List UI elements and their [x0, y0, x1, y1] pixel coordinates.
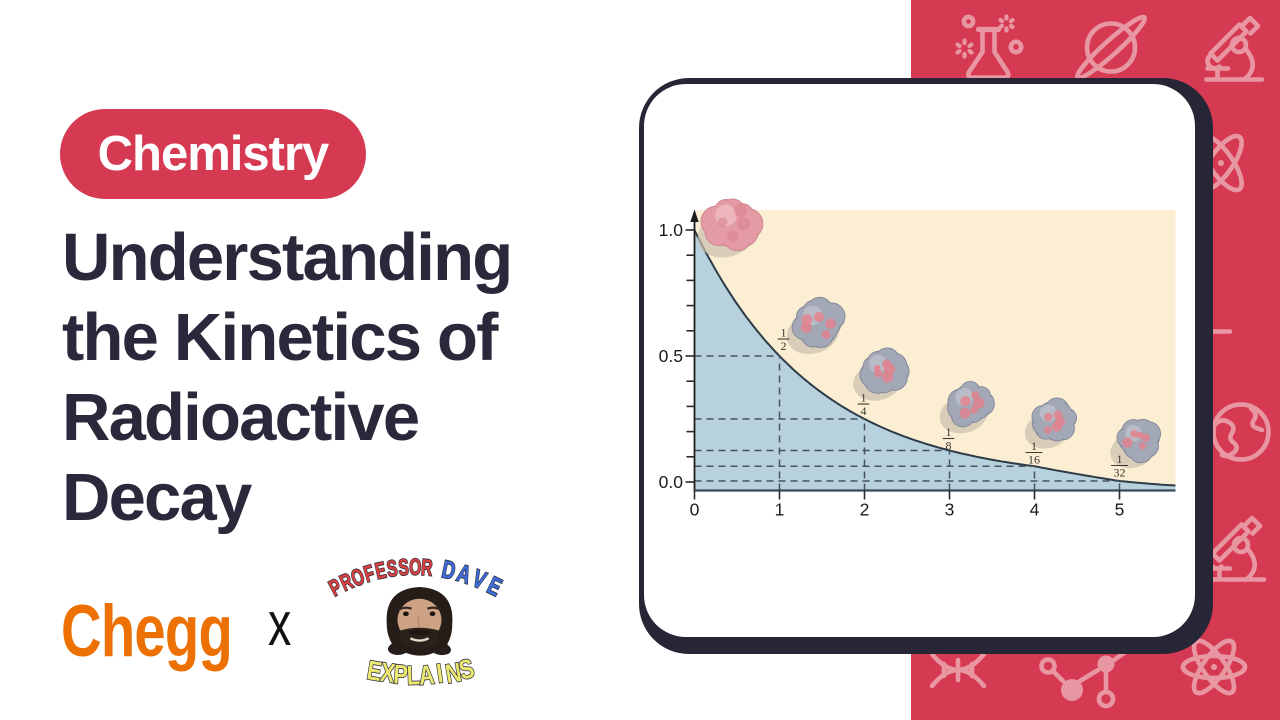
svg-text:0: 0: [690, 500, 700, 520]
svg-text:R: R: [420, 555, 433, 582]
svg-text:0.0: 0.0: [659, 472, 684, 492]
svg-text:4: 4: [861, 404, 867, 418]
svg-text:S: S: [398, 555, 410, 581]
svg-text:2: 2: [781, 339, 787, 353]
svg-text:A: A: [417, 660, 435, 691]
svg-text:1: 1: [781, 326, 787, 340]
svg-text:1: 1: [1117, 452, 1123, 466]
svg-text:N: N: [443, 658, 463, 690]
svg-text:S: S: [385, 556, 399, 583]
svg-text:4: 4: [1030, 500, 1040, 520]
svg-text:P: P: [392, 660, 409, 691]
svg-text:1: 1: [1031, 439, 1037, 453]
svg-text:2: 2: [860, 500, 870, 520]
svg-text:L: L: [406, 661, 420, 691]
svg-text:16: 16: [1028, 453, 1040, 467]
svg-text:E: E: [365, 656, 384, 688]
svg-text:32: 32: [1114, 466, 1126, 480]
svg-text:3: 3: [945, 500, 955, 520]
svg-text:1: 1: [861, 391, 867, 405]
svg-text:8: 8: [946, 439, 952, 453]
svg-text:1: 1: [946, 425, 952, 439]
svg-text:1: 1: [775, 500, 785, 520]
svg-text:1.0: 1.0: [659, 220, 684, 240]
svg-text:X: X: [378, 658, 397, 690]
svg-text:0.5: 0.5: [659, 346, 683, 366]
svg-text:O: O: [409, 555, 421, 581]
svg-text:I: I: [435, 659, 445, 689]
svg-text:5: 5: [1115, 500, 1125, 520]
